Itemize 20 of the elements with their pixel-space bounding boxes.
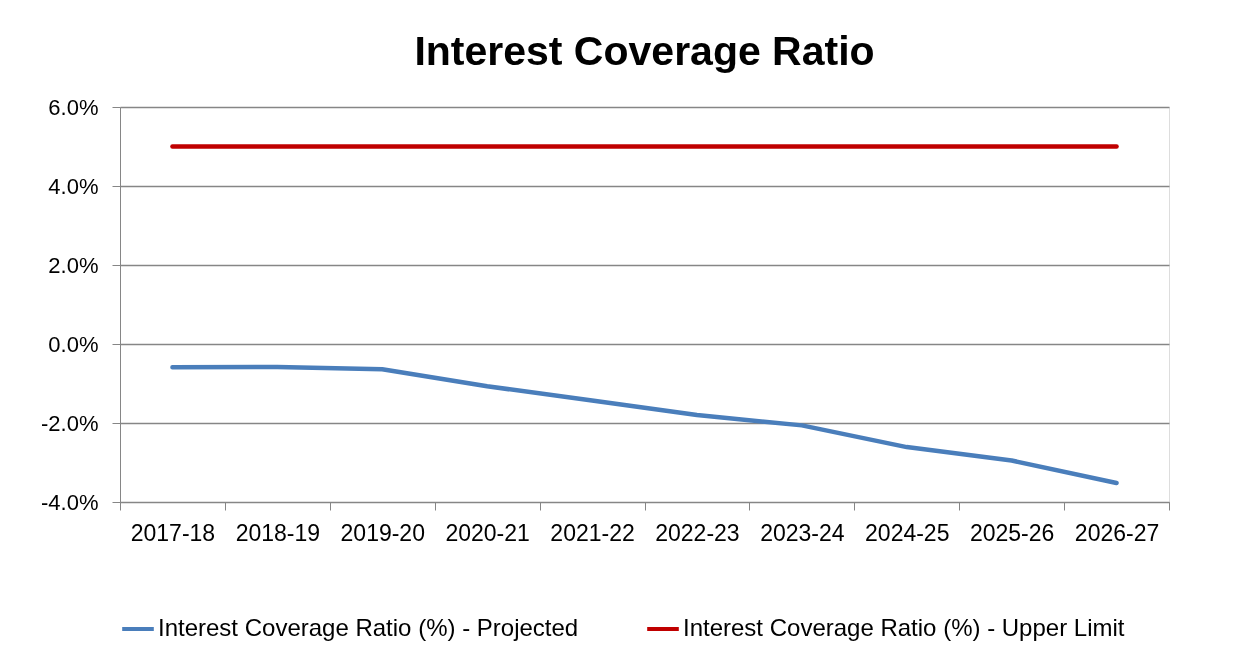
- x-tick-label: 2025-26: [969, 519, 1055, 546]
- legend-label: Interest Coverage Ratio (%) - Upper Limit: [683, 614, 1125, 641]
- x-tick-label: 2022-23: [655, 519, 740, 546]
- y-tick-label: -2.0%: [41, 410, 99, 436]
- y-tick-label: 2.0%: [48, 252, 99, 278]
- y-tick-label: 6.0%: [48, 94, 99, 120]
- chart-title: Interest Coverage Ratio: [414, 28, 875, 74]
- x-tick-label: 2026-27: [1074, 519, 1160, 546]
- x-tick-label: 2017-18: [130, 519, 216, 546]
- x-tick-label: 2018-19: [235, 519, 321, 546]
- y-tick-label: 0.0%: [48, 331, 99, 357]
- x-tick-label: 2019-20: [340, 519, 425, 546]
- x-tick-label: 2020-21: [445, 519, 530, 546]
- x-tick-label: 2021-22: [550, 519, 635, 546]
- y-tick-label: -4.0%: [41, 489, 99, 515]
- line-series: [170, 364, 1119, 486]
- y-tick-label: 4.0%: [48, 173, 99, 199]
- x-tick-label: 2024-25: [865, 519, 950, 546]
- x-tick-label: 2023-24: [760, 519, 845, 546]
- legend-label: Interest Coverage Ratio (%) - Projected: [158, 614, 579, 641]
